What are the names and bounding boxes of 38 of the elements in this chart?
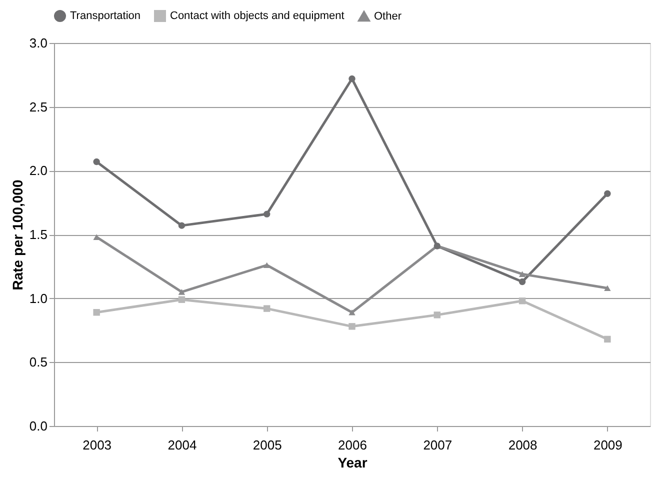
- x-tick-label: 2007: [423, 438, 452, 452]
- legend-label: Contact with objects and equipment: [170, 10, 344, 22]
- x-axis-title: Year: [338, 454, 368, 470]
- x-tick-label: 2005: [252, 438, 282, 452]
- point: [518, 298, 526, 304]
- x-tick-label: 2003: [82, 438, 112, 452]
- legend-label: Transportation: [70, 10, 141, 22]
- x-tick-label: 2009: [593, 438, 622, 452]
- y-tick-label: 0.0: [29, 418, 48, 434]
- point: [348, 309, 356, 316]
- point: [518, 278, 526, 286]
- y-tick-label: 1.5: [29, 227, 48, 242]
- legend-label: Other: [374, 10, 402, 22]
- point: [604, 285, 611, 292]
- point: [264, 262, 270, 268]
- y-axis-title: Rate per 100,000: [9, 180, 26, 290]
- x-tick-label: 2004: [168, 438, 197, 452]
- point: [348, 75, 356, 82]
- point: [93, 234, 100, 240]
- point: [264, 305, 270, 312]
- point: [434, 312, 440, 318]
- point: [604, 336, 611, 343]
- point: [348, 323, 356, 330]
- point: [264, 210, 270, 218]
- y-tick-label: 2.5: [29, 99, 48, 114]
- x-tick-label: 2006: [338, 438, 367, 452]
- point: [518, 271, 526, 277]
- x-tick-label: 2008: [508, 438, 538, 452]
- y-tick-label: 1.0: [29, 290, 48, 306]
- y-tick-label: 3.0: [29, 36, 48, 50]
- point: [178, 296, 186, 303]
- y-tick-label: 0.5: [29, 354, 48, 370]
- y-tick-label: 2.0: [29, 163, 48, 178]
- point: [93, 158, 100, 166]
- point: [178, 289, 186, 295]
- point: [93, 309, 100, 316]
- point: [178, 222, 186, 229]
- point: [604, 190, 611, 197]
